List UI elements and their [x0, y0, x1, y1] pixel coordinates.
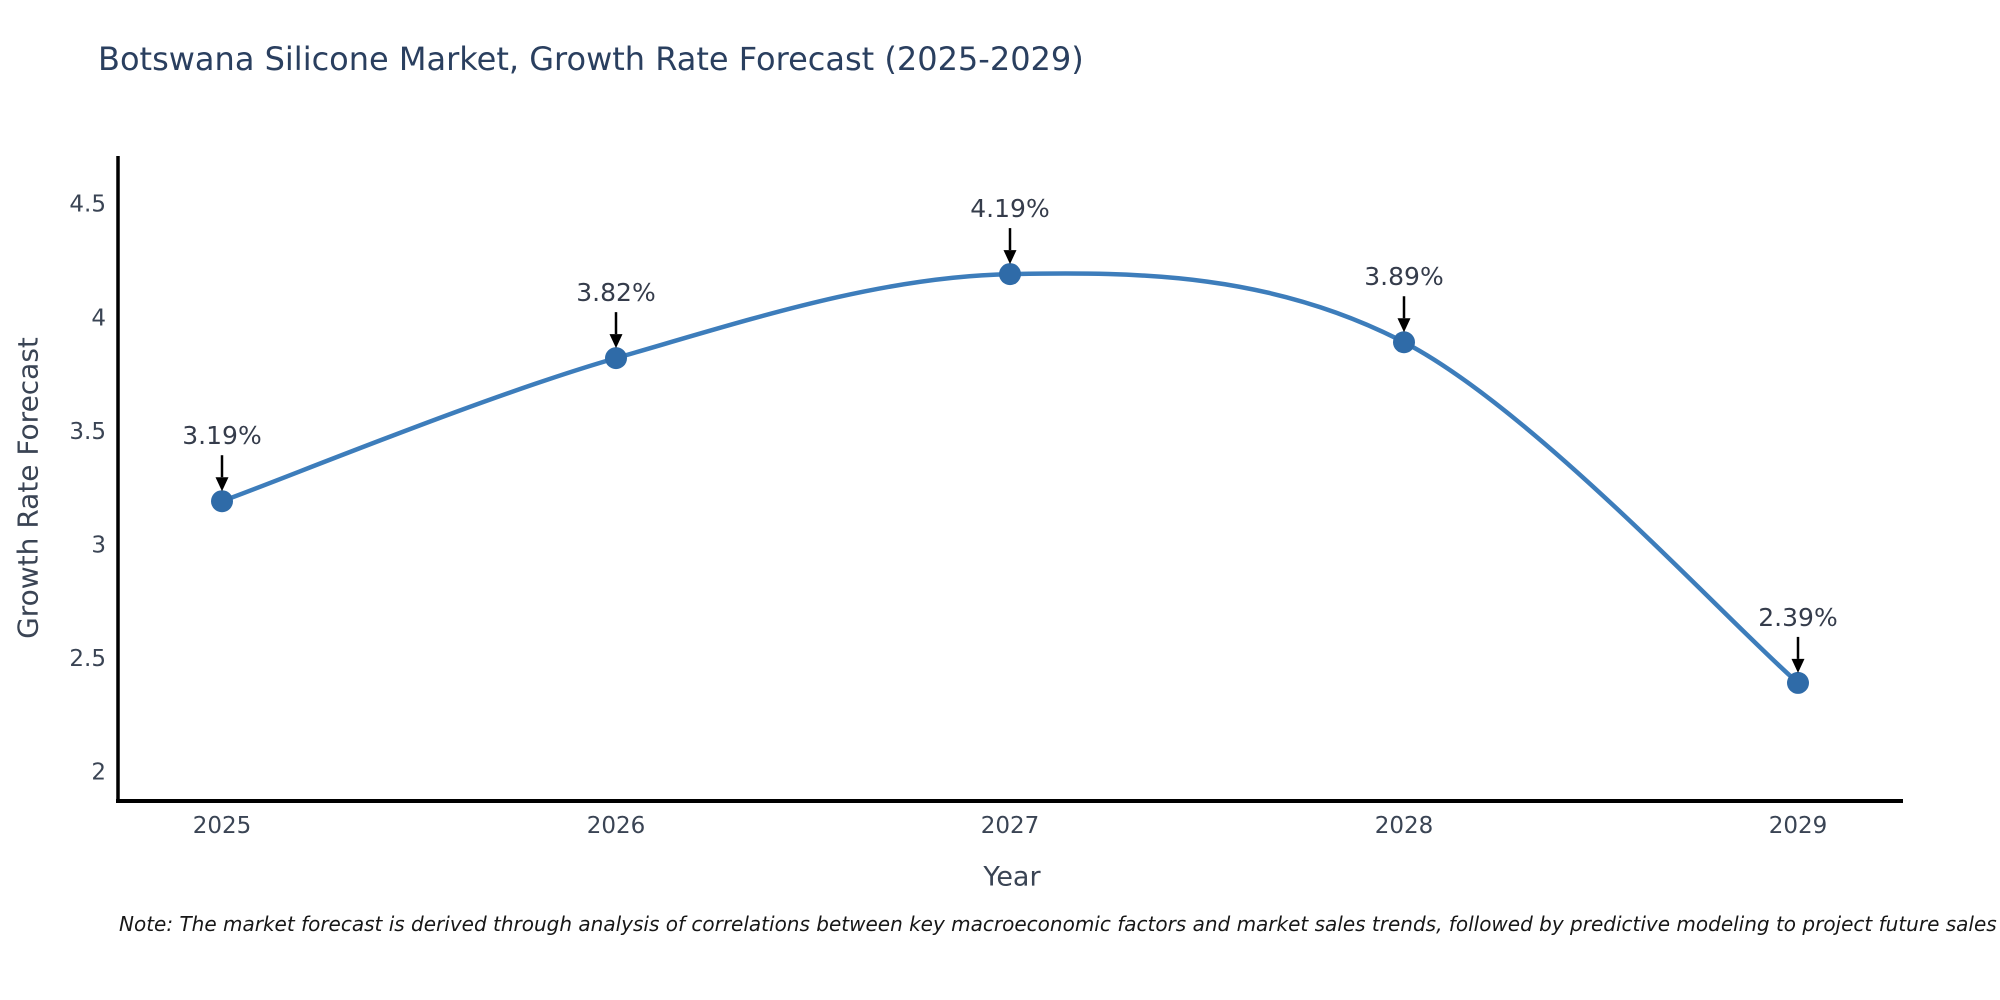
point-label: 4.19% — [970, 194, 1049, 223]
point-label: 2.39% — [1758, 603, 1837, 632]
annotation-arrowhead — [1791, 658, 1805, 673]
annotation-arrowhead — [215, 477, 229, 492]
x-tick-label: 2027 — [981, 813, 1040, 839]
data-point-marker — [1787, 671, 1809, 694]
data-point-marker — [605, 347, 627, 370]
y-tick-label: 2.5 — [69, 646, 106, 672]
x-tick-label: 2025 — [193, 813, 252, 839]
y-tick-label: 2 — [91, 759, 106, 785]
x-tick-label: 2026 — [587, 813, 646, 839]
x-tick-label: 2029 — [1769, 813, 1828, 839]
data-point-marker — [1393, 331, 1415, 354]
point-label: 3.19% — [182, 421, 261, 450]
point-label: 3.89% — [1364, 262, 1443, 291]
y-tick-label: 4 — [91, 305, 106, 331]
x-axis-title: Year — [983, 861, 1041, 893]
y-tick-label: 4.5 — [69, 192, 106, 218]
annotation-arrowhead — [1003, 250, 1017, 265]
line-series — [219, 271, 1801, 686]
y-tick-label: 3 — [91, 532, 106, 558]
annotation-arrowhead — [609, 334, 623, 349]
footnote: Note: The market forecast is derived thr… — [119, 912, 1997, 936]
chart-title: Botswana Silicone Market, Growth Rate Fo… — [98, 40, 1084, 78]
point-label: 3.82% — [576, 278, 655, 307]
y-tick-label: 3.5 — [69, 419, 106, 445]
x-tick-label: 2028 — [1375, 813, 1434, 839]
annotation-arrowhead — [1397, 318, 1411, 333]
data-point-marker — [999, 263, 1021, 286]
data-point-marker — [211, 490, 233, 513]
